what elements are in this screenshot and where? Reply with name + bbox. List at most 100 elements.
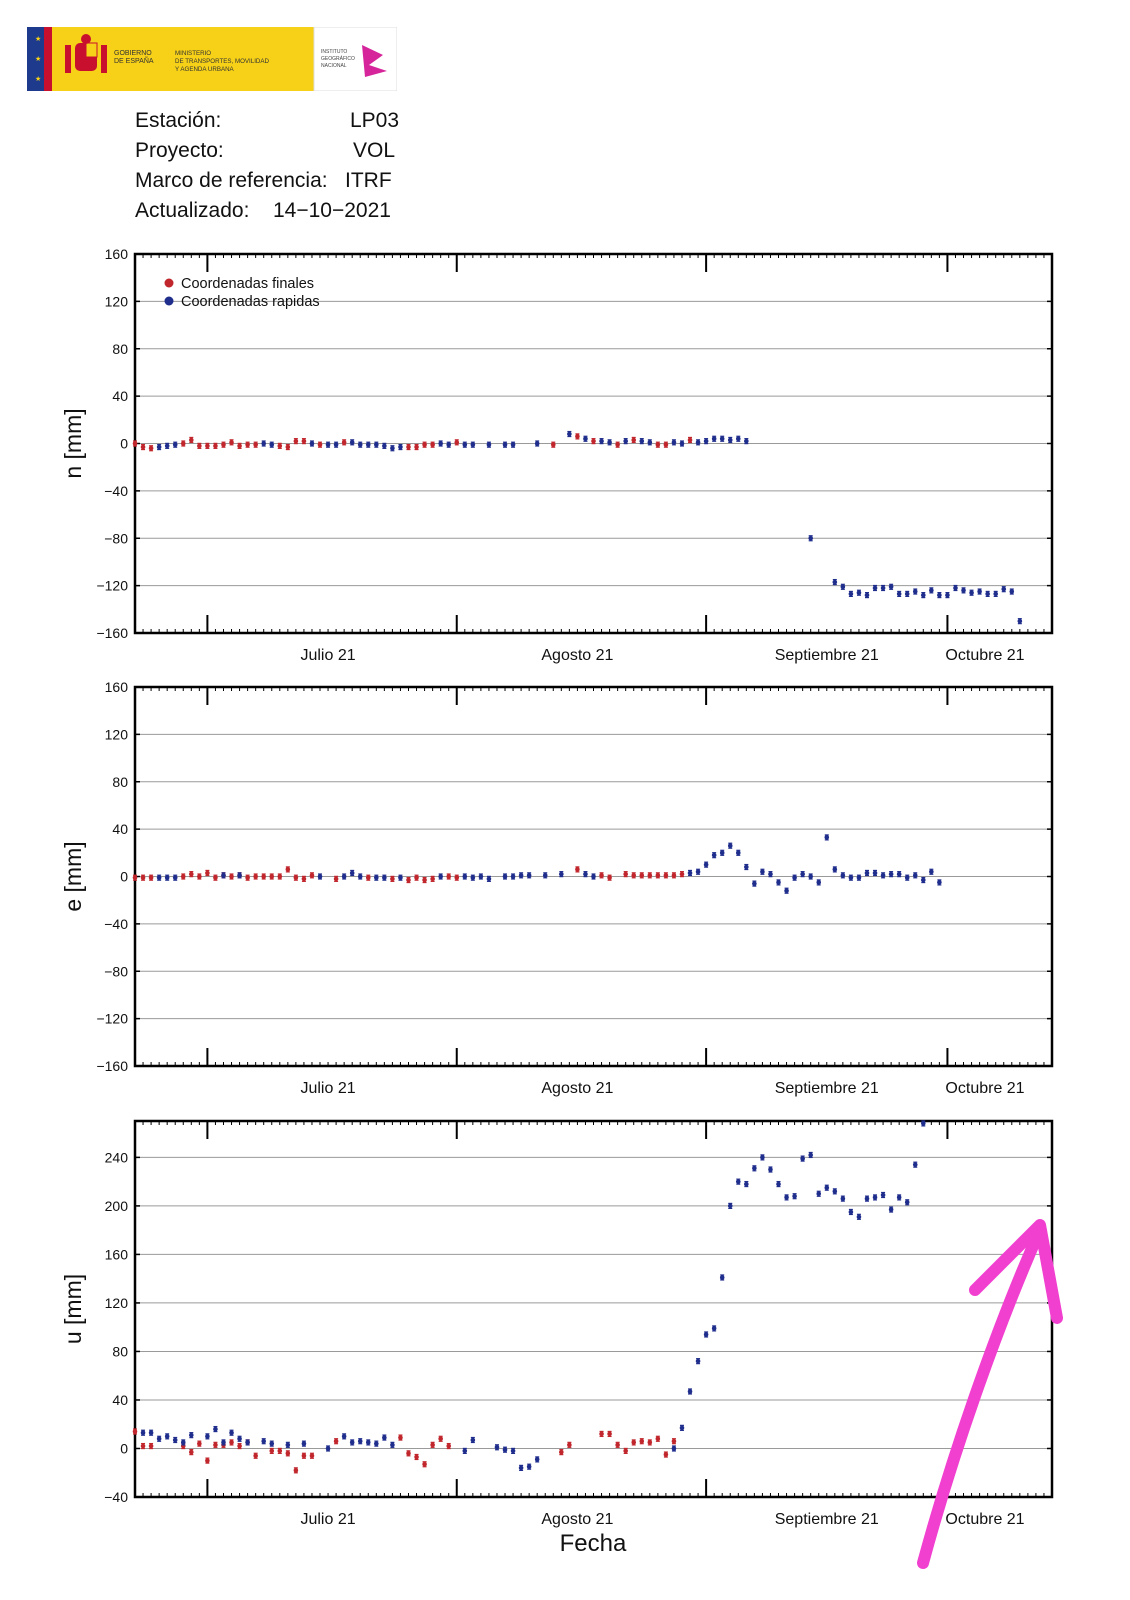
data-point [953, 584, 958, 592]
data-point [848, 590, 854, 598]
data-point [197, 1440, 202, 1447]
data-point [639, 438, 645, 445]
data-point [768, 871, 773, 878]
data-point [446, 873, 452, 880]
data-point [631, 1439, 637, 1446]
month-label: Octubre 21 [945, 647, 1024, 664]
data-point [301, 875, 307, 882]
data-point [864, 869, 870, 877]
data-point [205, 1433, 210, 1440]
data-point [398, 1434, 403, 1441]
data-point [365, 1439, 371, 1446]
data-point [575, 433, 580, 440]
data-point [341, 439, 347, 446]
data-point [205, 869, 210, 877]
data-point [888, 1206, 894, 1213]
data-point [776, 1180, 781, 1188]
y-tick-label: −120 [96, 1011, 128, 1027]
data-point [655, 441, 661, 448]
y-tick-label: 40 [112, 388, 128, 404]
data-point [237, 442, 242, 449]
y-tick-label: 120 [105, 1295, 129, 1311]
data-point [277, 442, 283, 449]
data-point [679, 440, 685, 447]
data-point [1009, 588, 1015, 595]
data-point [486, 875, 492, 882]
data-point [406, 1450, 411, 1457]
data-point [904, 590, 910, 598]
data-point [687, 1388, 693, 1395]
ign-line-1: INSTITUTO [321, 49, 347, 55]
data-point [1001, 586, 1007, 593]
data-point [140, 443, 146, 451]
data-point [414, 443, 419, 451]
data-point [285, 866, 291, 873]
data-point [478, 873, 484, 880]
month-label: Octubre 21 [945, 1511, 1024, 1528]
y-tick-label: 0 [120, 1440, 128, 1456]
data-point [840, 1195, 846, 1202]
data-point [438, 440, 443, 447]
data-point [534, 1456, 540, 1463]
data-point [711, 852, 717, 859]
data-point [703, 438, 709, 445]
data-point [470, 874, 476, 881]
legend-marker-final [164, 278, 174, 288]
data-point [382, 874, 387, 881]
data-point [140, 1442, 146, 1450]
frame-label: Marco de referencia: [135, 169, 328, 192]
y-tick-label: 80 [112, 341, 128, 357]
month-label: Julio 21 [300, 647, 355, 664]
data-point [205, 442, 210, 449]
data-point [647, 439, 653, 446]
month-label: Julio 21 [300, 1511, 355, 1528]
y-axis-label: n [mm] [60, 408, 86, 478]
data-point [896, 871, 902, 878]
data-point [687, 869, 693, 877]
data-point [1017, 618, 1023, 625]
data-point [156, 443, 162, 451]
data-point [197, 873, 202, 880]
data-point [189, 1449, 194, 1456]
data-point [197, 442, 202, 449]
data-point [776, 879, 781, 886]
coat-of-arms-icon [65, 34, 107, 73]
data-point [639, 872, 645, 879]
month-label: Agosto 21 [541, 1511, 613, 1528]
data-point [583, 435, 588, 442]
data-point [591, 873, 596, 880]
data-point [269, 1447, 275, 1455]
data-point [671, 872, 677, 879]
y-tick-label: −160 [96, 1058, 128, 1074]
data-point [518, 872, 524, 879]
data-point [438, 1435, 443, 1442]
data-point [277, 873, 283, 880]
data-point [784, 1194, 789, 1201]
data-point [325, 1445, 331, 1452]
legend-label-final: Coordenadas finales [181, 276, 314, 292]
data-point [727, 436, 733, 444]
y-tick-label: 120 [105, 293, 129, 309]
ign-line-2: GEOGRÁFICO [321, 55, 355, 62]
data-point [148, 874, 154, 881]
data-point [888, 871, 894, 878]
data-point [180, 873, 186, 880]
data-point [856, 874, 862, 881]
data-point [904, 1199, 910, 1206]
data-point [285, 443, 291, 451]
data-point [253, 1452, 258, 1459]
station-label: Estación: [135, 109, 222, 132]
data-point [285, 1441, 291, 1448]
data-point [269, 873, 275, 880]
data-point [237, 872, 242, 879]
data-point [929, 587, 934, 594]
data-point [454, 439, 460, 446]
data-point [349, 439, 355, 446]
data-point [221, 441, 226, 448]
month-label: Agosto 21 [541, 1080, 613, 1097]
y-tick-label: 200 [105, 1198, 129, 1214]
data-point [695, 868, 701, 875]
data-point [880, 584, 886, 592]
ign-logo-icon [362, 45, 387, 77]
data-point [671, 439, 677, 446]
